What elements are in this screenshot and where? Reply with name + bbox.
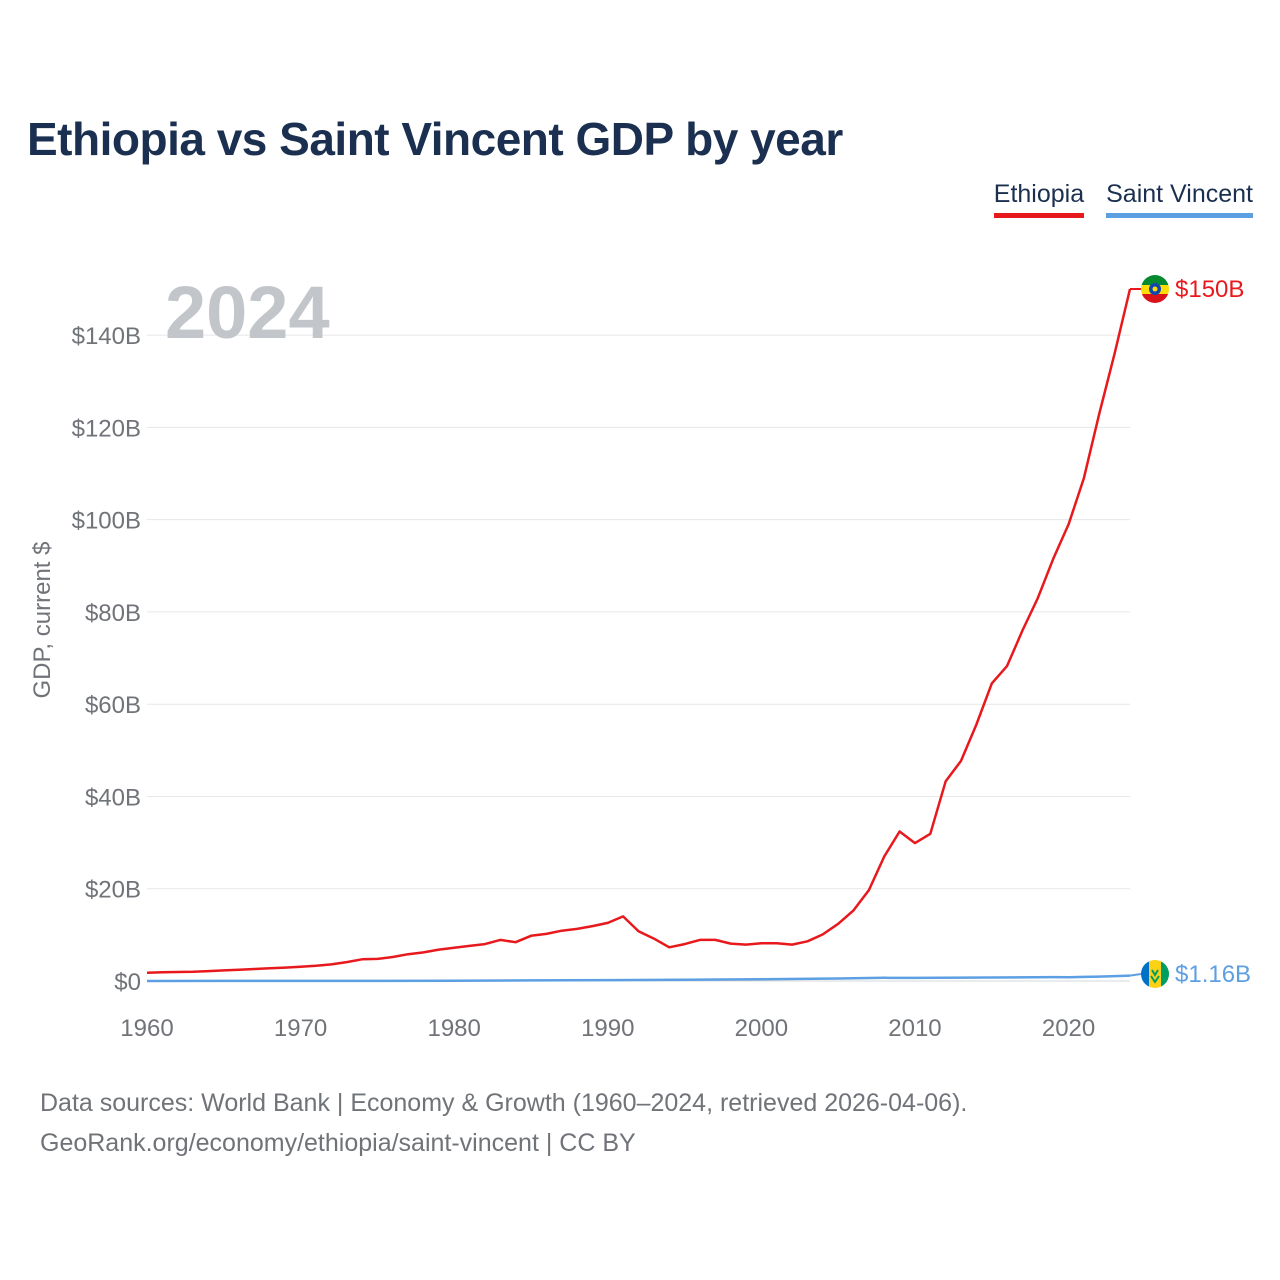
x-tick-label: 2010 — [888, 1015, 941, 1042]
x-tick-label: 2020 — [1042, 1015, 1095, 1042]
saint-vincent-flag-icon — [1141, 960, 1169, 988]
legend-item-saint-vincent[interactable]: Saint Vincent — [1106, 180, 1253, 218]
end-leader-saint-vincent — [1129, 973, 1142, 977]
x-tick-label: 1960 — [120, 1015, 173, 1042]
year-overlay: 2024 — [165, 271, 330, 354]
y-axis-ticks: $0 $20B $40B $60B $80B $100B $120B $140B — [72, 323, 141, 996]
chart-title: Ethiopia vs Saint Vincent GDP by year — [27, 113, 843, 165]
x-tick-label: 2000 — [735, 1015, 788, 1042]
y-tick-label: $60B — [85, 692, 141, 719]
y-tick-label: $80B — [85, 600, 141, 627]
y-tick-label: $140B — [72, 323, 141, 350]
end-value-saint-vincent: $1.16B — [1175, 961, 1251, 988]
y-tick-label: $40B — [85, 784, 141, 811]
series-line-saint-vincent[interactable] — [146, 974, 1131, 983]
y-tick-label: $120B — [72, 415, 141, 442]
gdp-line-chart: 2024 $0 $20B $40B $60B $80B $100B $120B $140B 1… — [29, 271, 1251, 1042]
end-value-ethiopia: $150B — [1175, 276, 1244, 303]
legend: Ethiopia Saint Vincent — [993, 180, 1253, 218]
x-tick-label: 1990 — [581, 1015, 634, 1042]
y-tick-label: $20B — [85, 877, 141, 904]
x-tick-label: 1980 — [427, 1015, 480, 1042]
x-axis-ticks: 1960 1970 1980 1990 2000 2010 2020 — [120, 1015, 1095, 1042]
y-axis-label: GDP, current $ — [29, 542, 56, 699]
footer: Data sources: World Bank | Economy & Gro… — [40, 1083, 967, 1163]
x-tick-label: 1970 — [274, 1015, 327, 1042]
legend-item-ethiopia[interactable]: Ethiopia — [993, 180, 1085, 218]
source-link[interactable]: GeoRank.org/economy/ethiopia/saint-vince… — [40, 1129, 636, 1157]
series-line-ethiopia[interactable] — [146, 288, 1132, 974]
data-source-note: Data sources: World Bank | Economy & Gro… — [40, 1089, 968, 1117]
y-tick-label: $100B — [72, 508, 141, 535]
ethiopia-flag-icon — [1141, 275, 1169, 303]
gridlines — [147, 334, 1130, 982]
y-tick-label: $0 — [114, 969, 141, 996]
